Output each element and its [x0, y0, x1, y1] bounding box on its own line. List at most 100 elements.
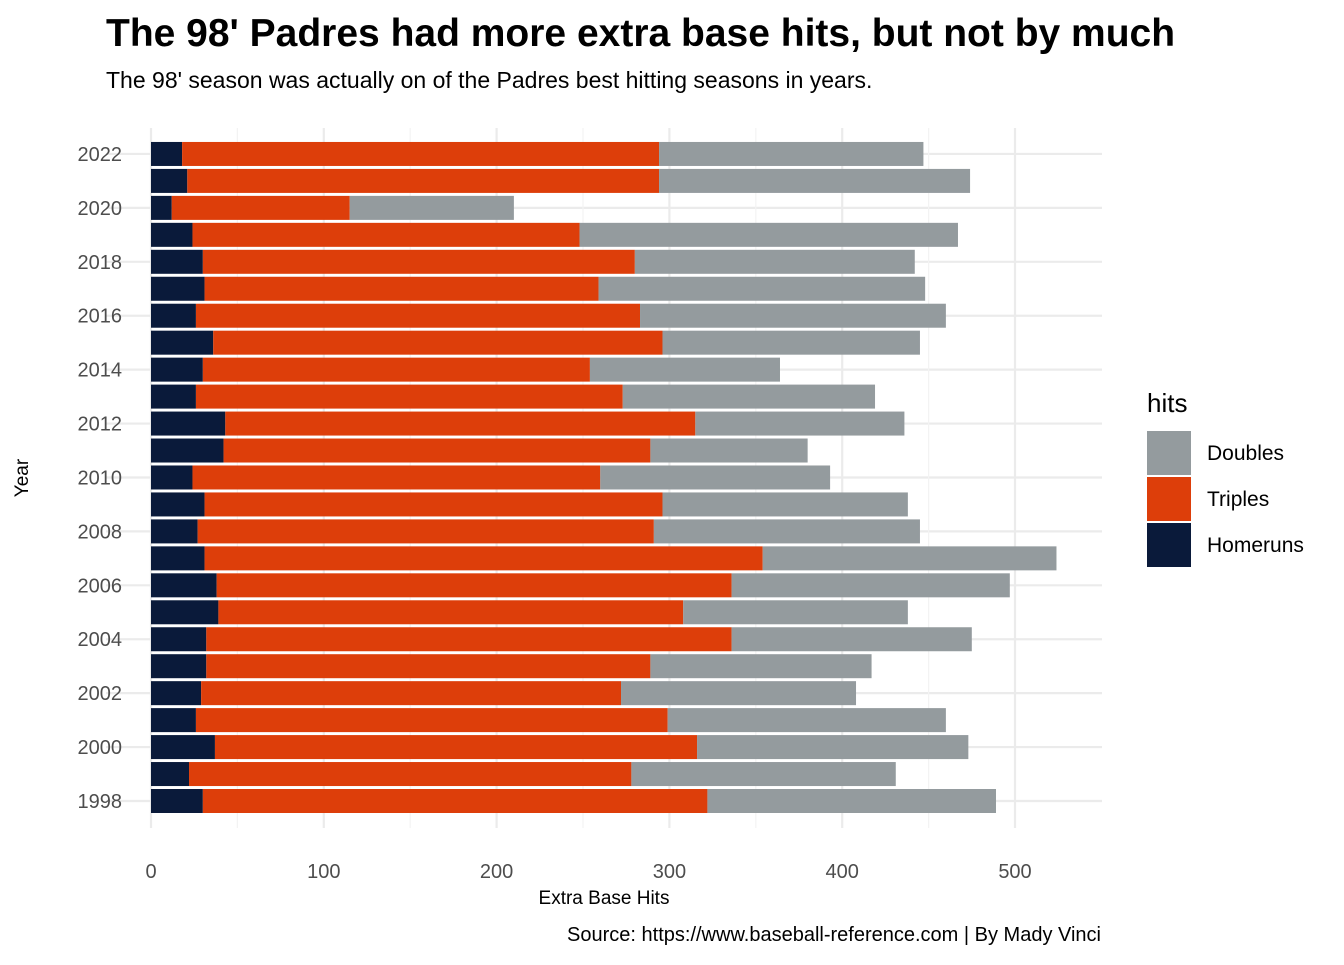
bar-triples-2001 [195, 708, 668, 733]
bar-doubles-1998 [707, 789, 996, 813]
bar-homeruns-2008 [151, 519, 198, 544]
bar-doubles-2003 [650, 654, 872, 679]
legend-title: hits [1147, 388, 1187, 418]
bar-homeruns-2022 [151, 141, 183, 166]
bar-doubles-1999 [631, 762, 896, 787]
y-tick-label: 2012 [78, 414, 123, 436]
bar-triples-2010 [192, 465, 601, 490]
bar-triples-2014 [202, 357, 590, 382]
bar-doubles-2015 [662, 330, 920, 355]
bar-homeruns-2006 [151, 573, 217, 598]
bar-triples-2015 [213, 330, 663, 355]
x-tick-label: 300 [653, 861, 686, 883]
bar-homeruns-2014 [151, 357, 203, 382]
bar-doubles-2002 [621, 681, 857, 706]
bar-triples-2002 [201, 681, 622, 706]
bar-doubles-2010 [600, 465, 831, 490]
bar-homeruns-2016 [151, 303, 196, 328]
bar-doubles-2000 [697, 735, 969, 760]
bar-triples-2008 [197, 519, 654, 544]
bar-doubles-2022 [659, 141, 924, 166]
bar-doubles-2016 [640, 303, 946, 328]
legend-label-doubles: Doubles [1207, 442, 1284, 465]
bar-triples-2019 [192, 222, 580, 247]
bar-triples-2003 [206, 654, 651, 679]
bar-doubles-2007 [762, 546, 1057, 571]
legend-label-homeruns: Homeruns [1207, 534, 1304, 557]
y-tick-label: 2014 [78, 360, 123, 382]
bar-doubles-2004 [731, 627, 972, 652]
y-tick-label: 2016 [78, 306, 123, 328]
bar-doubles-2013 [622, 384, 876, 409]
legend-swatch-doubles [1147, 431, 1191, 475]
bar-homeruns-2000 [151, 735, 215, 760]
x-tick-label: 100 [307, 861, 340, 883]
bar-doubles-2017 [598, 276, 926, 301]
legend-swatch-triples [1147, 477, 1191, 521]
legend-swatch-homeruns [1147, 523, 1191, 567]
chart-subtitle: The 98' season was actually on of the Pa… [106, 67, 872, 93]
bar-homeruns-2003 [151, 654, 207, 679]
bar-triples-2018 [202, 249, 635, 274]
chart-title: The 98' Padres had more extra base hits,… [106, 12, 1175, 55]
bar-homeruns-2002 [151, 681, 202, 706]
bar-doubles-2006 [731, 573, 1010, 598]
y-tick-label: 1998 [78, 791, 123, 813]
bar-triples-2021 [187, 168, 660, 193]
bar-doubles-2018 [634, 249, 915, 274]
y-tick-label: 2000 [78, 737, 123, 759]
bar-triples-2004 [206, 627, 732, 652]
y-tick-label: 2010 [78, 467, 123, 489]
bar-homeruns-2021 [151, 168, 188, 193]
bar-doubles-2012 [695, 411, 905, 436]
y-tick-label: 2018 [78, 252, 123, 274]
bar-doubles-2014 [589, 357, 780, 382]
legend-label-triples: Triples [1207, 488, 1269, 511]
bar-homeruns-2010 [151, 465, 193, 490]
bar-homeruns-2013 [151, 384, 196, 409]
bar-series [151, 141, 1057, 813]
bar-triples-2020 [171, 195, 350, 220]
bar-triples-2011 [223, 438, 651, 463]
bar-triples-2022 [182, 141, 660, 166]
bar-triples-2000 [214, 735, 698, 760]
bar-doubles-2009 [662, 492, 908, 517]
x-axis-tick-labels: 0 100 200 300 400 500 [145, 861, 1031, 883]
x-tick-label: 400 [826, 861, 859, 883]
bar-doubles-2019 [579, 222, 958, 247]
bar-homeruns-2007 [151, 546, 205, 571]
bar-doubles-2020 [349, 195, 514, 220]
bar-triples-2016 [195, 303, 641, 328]
bar-homeruns-2020 [151, 195, 172, 220]
bar-homeruns-2001 [151, 708, 196, 733]
bar-triples-2013 [195, 384, 623, 409]
bar-doubles-2021 [659, 168, 971, 193]
y-tick-label: 2006 [78, 575, 123, 597]
y-axis-tick-labels: 1998 2000 2002 2004 2006 2008 2010 2012 2014 2016… [78, 144, 123, 813]
bar-triples-2006 [216, 573, 732, 598]
chart-caption: Source: https://www.baseball-reference.c… [567, 924, 1101, 946]
y-tick-label: 2022 [78, 144, 123, 166]
bar-triples-1998 [202, 789, 708, 813]
bar-triples-1999 [189, 762, 632, 787]
y-tick-label: 2004 [78, 629, 123, 651]
bar-homeruns-2019 [151, 222, 193, 247]
bar-triples-2012 [225, 411, 696, 436]
bar-homeruns-2017 [151, 276, 205, 301]
legend-items: Doubles Triples Homeruns [1147, 431, 1304, 567]
bar-triples-2017 [204, 276, 599, 301]
legend: hits Doubles Triples Homeruns [1147, 388, 1304, 567]
bar-homeruns-1999 [151, 762, 190, 787]
bar-homeruns-2005 [151, 600, 219, 625]
bar-homeruns-2009 [151, 492, 205, 517]
bar-doubles-2001 [667, 708, 946, 733]
y-tick-label: 2020 [78, 198, 123, 220]
y-axis-label: Year [12, 458, 33, 497]
bar-doubles-2005 [683, 600, 908, 625]
bar-homeruns-2011 [151, 438, 224, 463]
bar-homeruns-2012 [151, 411, 226, 436]
bar-doubles-2011 [650, 438, 808, 463]
bar-homeruns-1998 [151, 789, 203, 813]
